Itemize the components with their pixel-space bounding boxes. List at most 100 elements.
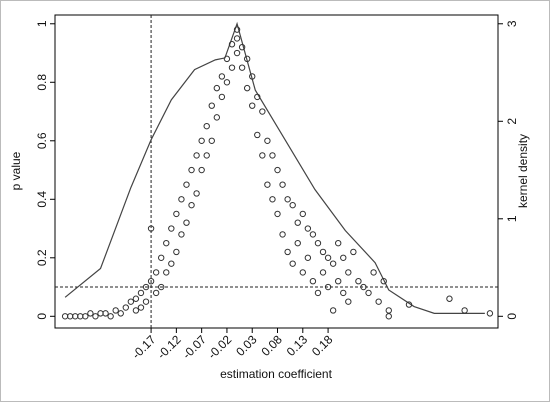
- scatter-point: [198, 137, 205, 144]
- scatter-point: [208, 102, 215, 109]
- scatter-point: [218, 73, 226, 80]
- scatter-point: [223, 55, 231, 63]
- scatter-point: [254, 131, 261, 139]
- scatter-point: [365, 289, 372, 297]
- scatter-point: [319, 248, 327, 256]
- scatter-point: [152, 269, 160, 276]
- scatter-point: [370, 269, 377, 276]
- y-tick-label: 0.8: [35, 74, 49, 91]
- scatter-point: [324, 254, 332, 261]
- scatter-point: [375, 298, 382, 305]
- scatter-point: [82, 313, 89, 320]
- scatter-point: [243, 55, 251, 63]
- scatter-point: [157, 254, 165, 261]
- scatter-point: [132, 307, 140, 314]
- scatter-point: [183, 181, 190, 188]
- scatter-point: [223, 79, 231, 86]
- scatter-point: [309, 277, 317, 285]
- scatter-point: [405, 301, 413, 308]
- scatter-point: [213, 84, 221, 92]
- scatter-point: [233, 35, 241, 42]
- scatter-point: [238, 64, 246, 71]
- scatter-point: [274, 210, 281, 218]
- y-tick-label: 0.6: [35, 132, 49, 149]
- scatter-point: [264, 137, 271, 144]
- scatter-point: [193, 152, 200, 159]
- scatter-point: [350, 248, 357, 256]
- scatter-point: [203, 122, 210, 130]
- scatter-point: [274, 166, 281, 174]
- scatter-point: [183, 219, 190, 226]
- scatter-point: [203, 152, 210, 159]
- scatter-point: [259, 108, 266, 115]
- scatter-point: [334, 277, 342, 285]
- scatter-point: [132, 295, 140, 302]
- scatter-point: [299, 210, 306, 218]
- scatter-point: [314, 289, 322, 297]
- scatter-point: [152, 289, 160, 297]
- scatter-point: [168, 260, 175, 267]
- scatter-point: [345, 298, 352, 305]
- scatter-point: [249, 102, 256, 109]
- scatter-point: [314, 239, 322, 247]
- scatter-point: [92, 313, 99, 320]
- scatter-point: [208, 137, 215, 144]
- scatter-point: [279, 231, 286, 238]
- scatter-point: [112, 307, 119, 314]
- plot-area: [54, 14, 499, 329]
- scatter-point: [122, 304, 129, 311]
- scatter-point: [173, 210, 180, 218]
- scatter-point: [102, 310, 109, 317]
- scatter-point: [193, 190, 200, 197]
- scatter-point: [178, 231, 185, 238]
- scatter-point: [269, 152, 276, 159]
- scatter-point: [360, 283, 367, 291]
- scatter-point: [243, 84, 251, 92]
- scatter-point: [289, 201, 296, 209]
- scatter-point: [163, 269, 170, 276]
- y2-axis-label: kernel density: [516, 134, 530, 208]
- x-axis-label: estimation coefficient: [220, 367, 333, 381]
- scatter-point: [117, 310, 124, 317]
- y2-tick-label: 2: [505, 118, 519, 125]
- scatter-point: [304, 225, 312, 232]
- scatter-point: [309, 231, 317, 238]
- scatter-point: [380, 277, 387, 285]
- y-axis-label: p value: [9, 151, 23, 190]
- scatter-point: [355, 277, 362, 285]
- scatter-point: [147, 225, 155, 232]
- scatter-point: [157, 283, 165, 291]
- scatter-point: [168, 225, 175, 232]
- scatter-point: [163, 239, 170, 247]
- scatter-point: [228, 64, 236, 71]
- y-tick-label: 0: [35, 313, 49, 320]
- scatter-point: [137, 289, 145, 297]
- scatter-point: [334, 239, 342, 247]
- scatter-point: [198, 166, 205, 174]
- scatter-point: [461, 307, 468, 314]
- density-line: [64, 21, 485, 314]
- scatter-point: [87, 310, 94, 317]
- scatter-point: [249, 73, 256, 80]
- scatter-point: [188, 201, 195, 209]
- scatter-point: [178, 196, 185, 203]
- scatter-point: [228, 41, 236, 48]
- scatter-point: [324, 283, 332, 291]
- scatter-point: [233, 26, 241, 33]
- scatter-point: [107, 313, 114, 320]
- scatter-point: [329, 307, 337, 314]
- scatter-point: [284, 196, 291, 203]
- scatter-point: [329, 260, 337, 267]
- scatter-point: [319, 269, 327, 276]
- scatter-point: [254, 93, 261, 101]
- scatter-point: [269, 196, 276, 203]
- scatter-point: [284, 248, 291, 256]
- scatter-point: [259, 152, 266, 159]
- scatter-point: [188, 166, 195, 174]
- y2-tick-label: 3: [505, 20, 519, 27]
- scatter-point: [345, 269, 352, 276]
- scatter-point: [340, 254, 347, 261]
- scatter-point: [299, 269, 306, 276]
- y-tick-label: 1: [35, 20, 49, 27]
- y-tick-label: 0.2: [35, 249, 49, 266]
